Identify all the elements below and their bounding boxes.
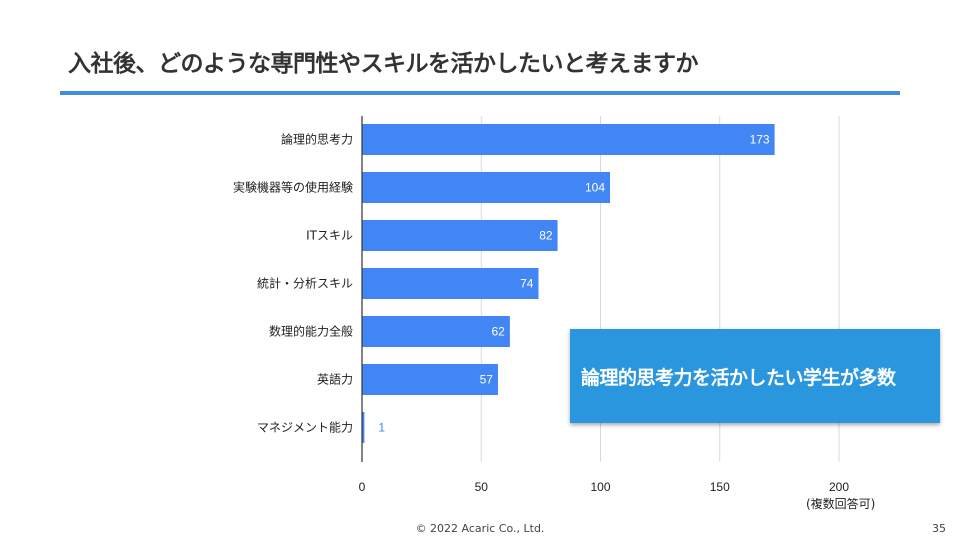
data-label: 82 xyxy=(539,229,553,243)
data-label: 62 xyxy=(492,325,506,339)
x-tick-label: 50 xyxy=(475,480,489,494)
x-tick-label: 0 xyxy=(359,480,366,494)
x-tick-label: 200 xyxy=(829,480,849,494)
x-tick-label: 100 xyxy=(590,480,610,494)
callout-box: 論理的思考力を活かしたい学生が多数 xyxy=(570,329,940,423)
page-title: 入社後、どのような専門性やスキルを活かしたいと考えますか xyxy=(68,51,699,77)
page-number: 35 xyxy=(932,522,946,535)
category-label: 英語力 xyxy=(317,372,353,387)
category-label: マネジメント能力 xyxy=(257,421,353,435)
data-label: 57 xyxy=(480,373,494,387)
copyright: © 2022 Acaric Co., Ltd. xyxy=(415,522,545,535)
callout-text: 論理的思考力を活かしたい学生が多数 xyxy=(581,366,896,389)
bar xyxy=(362,268,539,299)
bar xyxy=(362,220,558,251)
data-label: 1 xyxy=(378,421,385,435)
data-label: 173 xyxy=(750,133,770,147)
x-tick-label: 150 xyxy=(710,480,730,494)
bar xyxy=(362,364,498,395)
data-label: 104 xyxy=(585,181,605,195)
bar xyxy=(362,124,775,155)
category-label: 実験機器等の使用経験 xyxy=(233,180,353,195)
bar xyxy=(362,172,611,203)
category-label: ITスキル xyxy=(306,229,353,243)
bar xyxy=(362,412,365,443)
title-underline xyxy=(60,91,900,95)
data-label: 74 xyxy=(520,277,534,291)
bar xyxy=(362,316,510,347)
multiple-answer-note: (複数回答可) xyxy=(806,497,876,511)
category-label: 数理的能力全般 xyxy=(269,324,353,339)
category-label: 論理的思考力 xyxy=(281,132,353,147)
category-label: 統計・分析スキル xyxy=(257,276,353,291)
